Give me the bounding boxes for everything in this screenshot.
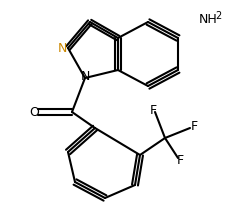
Text: F: F: [176, 153, 183, 167]
Text: N: N: [57, 41, 66, 54]
Text: F: F: [149, 104, 156, 116]
Text: F: F: [190, 119, 197, 133]
Text: O: O: [29, 106, 39, 119]
Text: 2: 2: [214, 11, 220, 21]
Text: N: N: [80, 70, 89, 82]
Text: NH: NH: [198, 12, 217, 26]
